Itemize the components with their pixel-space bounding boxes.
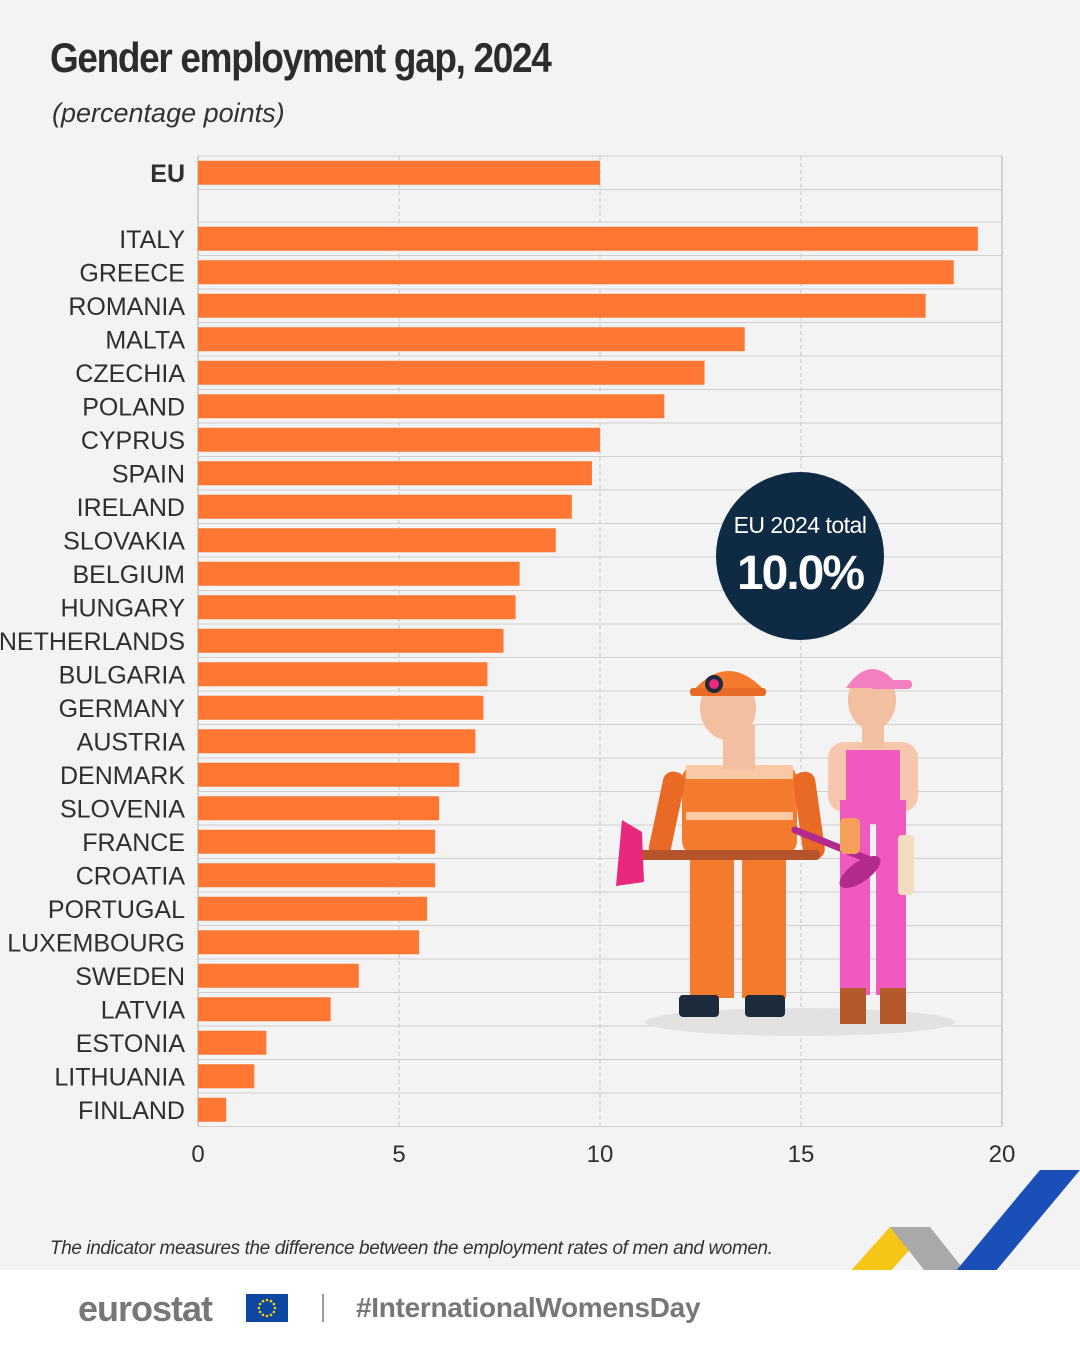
category-label-romania: ROMANIA: [68, 293, 185, 321]
x-tick-label: 15: [788, 1141, 815, 1168]
workers-illustration: [616, 669, 955, 1036]
bar-italy: [198, 226, 978, 251]
bar-poland: [198, 394, 665, 419]
category-label-slovakia: SLOVAKIA: [63, 527, 185, 555]
category-label-belgium: BELGIUM: [72, 561, 185, 589]
bar-luxembourg: [198, 930, 420, 955]
bar-belgium: [198, 561, 520, 586]
category-label-hungary: HUNGARY: [60, 594, 185, 622]
category-label-estonia: ESTONIA: [76, 1030, 186, 1058]
bar-slovakia: [198, 528, 556, 553]
eu-total-badge: EU 2024 total 10.0%: [716, 472, 884, 640]
bar-portugal: [198, 896, 428, 921]
firefighter-illustration: [616, 671, 825, 1017]
bar-netherlands: [198, 628, 504, 653]
category-labels: EU ITALY GREECE ROMANIA MALTA CZECHIA POLAND CY…: [0, 160, 185, 1125]
cleaner-illustration: [791, 669, 918, 1024]
bar-malta: [198, 327, 745, 352]
eu-total-label: EU 2024 total: [733, 512, 867, 538]
bar-hungary: [198, 595, 516, 620]
category-label-austria: AUSTRIA: [77, 728, 186, 756]
x-tick-label: 5: [392, 1141, 405, 1168]
footer-divider: [322, 1294, 324, 1322]
category-label-portugal: PORTUGAL: [48, 896, 185, 924]
eurostat-logo: eurostat: [78, 1288, 213, 1329]
category-label-spain: SPAIN: [112, 460, 185, 488]
category-label-malta: MALTA: [105, 326, 185, 354]
category-label-slovenia: SLOVENIA: [60, 795, 185, 823]
category-label-czechia: CZECHIA: [75, 360, 185, 388]
category-label-greece: GREECE: [79, 259, 185, 287]
category-label-croatia: CROATIA: [76, 862, 186, 890]
bar-germany: [198, 695, 484, 720]
x-tick-label: 10: [587, 1141, 614, 1168]
chart-title: Gender employment gap, 2024: [50, 34, 552, 81]
category-label-denmark: DENMARK: [60, 762, 185, 790]
category-label-italy: ITALY: [119, 226, 185, 254]
bar-bulgaria: [198, 662, 488, 687]
footer: eurostat #InternationalWomensDay: [0, 1270, 1080, 1350]
category-label-eu: EU: [150, 160, 185, 188]
chart-subtitle: (percentage points): [52, 98, 285, 128]
category-label-netherlands: NETHERLANDS: [0, 628, 185, 656]
category-label-luxembourg: LUXEMBOURG: [7, 929, 185, 957]
x-tick-label: 0: [191, 1141, 204, 1168]
bar-spain: [198, 461, 592, 486]
bar-lithuania: [198, 1064, 255, 1089]
bar-denmark: [198, 762, 460, 787]
bar-estonia: [198, 1030, 267, 1055]
bar-croatia: [198, 863, 436, 888]
bar-cyprus: [198, 427, 600, 452]
category-label-poland: POLAND: [82, 393, 185, 421]
corner-blue-stripe: [940, 1170, 1080, 1290]
bar-finland: [198, 1097, 227, 1122]
bar-slovenia: [198, 796, 440, 821]
bar-greece: [198, 260, 954, 285]
ground-shadow: [645, 1008, 955, 1036]
hashtag-text: #InternationalWomensDay: [356, 1292, 701, 1323]
category-label-latvia: LATVIA: [101, 996, 186, 1024]
bar-austria: [198, 729, 476, 754]
eu-flag-icon: [246, 1294, 288, 1322]
bar-eu: [198, 160, 600, 185]
category-label-bulgaria: BULGARIA: [59, 661, 186, 689]
category-label-france: FRANCE: [82, 829, 185, 857]
x-tick-label: 20: [989, 1141, 1016, 1168]
category-label-sweden: SWEDEN: [75, 963, 185, 991]
category-label-germany: GERMANY: [59, 695, 186, 723]
bar-sweden: [198, 963, 359, 988]
category-label-lithuania: LITHUANIA: [54, 1063, 185, 1091]
bar-czechia: [198, 360, 705, 385]
bars: [198, 160, 978, 1122]
x-axis-ticks: 0 5 10 15 20: [191, 1141, 1015, 1168]
category-label-ireland: IRELAND: [77, 494, 185, 522]
footnote: The indicator measures the difference be…: [50, 1238, 773, 1259]
bar-latvia: [198, 997, 331, 1022]
eu-total-value: 10.0%: [736, 547, 865, 600]
category-label-cyprus: CYPRUS: [81, 427, 185, 455]
bar-romania: [198, 293, 926, 318]
bar-france: [198, 829, 436, 854]
category-label-finland: FINLAND: [78, 1097, 185, 1125]
bar-ireland: [198, 494, 572, 519]
